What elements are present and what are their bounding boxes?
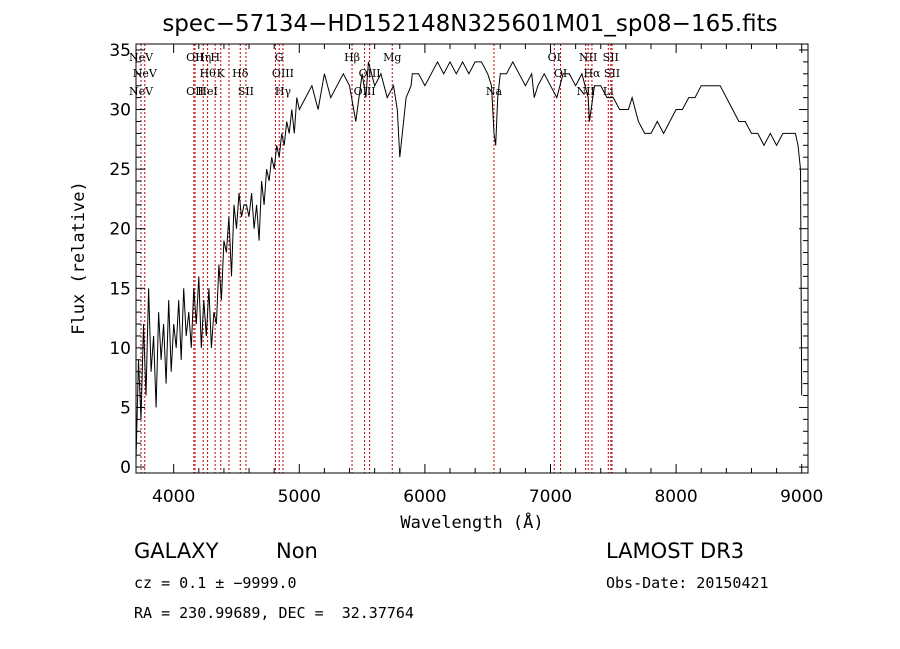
emission-line-label: OIII: [359, 67, 381, 80]
y-axis-label: Flux (relative): [69, 181, 89, 335]
emission-line-label: NII: [577, 85, 595, 98]
emission-line-label: OII: [186, 51, 204, 64]
coordinates: RA = 230.99689, DEC = 32.37764: [134, 604, 414, 622]
emission-line-label: NeV: [129, 85, 154, 98]
emission-line-label: NeV: [129, 51, 154, 64]
emission-line-label: Mg: [383, 51, 401, 64]
emission-line-label: SII: [238, 85, 254, 98]
y-tick-label: 15: [109, 279, 131, 299]
object-class: GALAXY: [134, 539, 219, 563]
emission-line-label: SII: [603, 51, 619, 64]
observation-date: Obs-Date: 20150421: [606, 574, 769, 592]
emission-line-label: Hη: [195, 51, 211, 64]
spectrum-series: [135, 60, 803, 462]
y-tick-label: 30: [109, 101, 131, 121]
emission-line-label: H: [210, 51, 220, 64]
emission-line-label: NeV: [133, 67, 158, 80]
redshift-info: cz = 0.1 ± −9999.0: [134, 574, 297, 592]
emission-line-label: Na: [486, 85, 503, 98]
y-tick-label: 35: [109, 41, 131, 61]
emission-line-label: G: [275, 51, 284, 64]
emission-line-markers: [140, 44, 613, 473]
survey-name: LAMOST DR3: [606, 539, 745, 563]
emission-line-label: SII: [604, 67, 620, 80]
x-tick-label: 8000: [654, 487, 697, 507]
emission-line-label: Li: [603, 85, 614, 98]
x-tick-label: 7000: [529, 487, 572, 507]
object-subclass: Non: [276, 539, 318, 563]
x-axis: 4000 5000 6000 7000 8000 9000: [152, 44, 823, 507]
emission-line-label: OI: [554, 67, 567, 80]
spectrum-chart: spec−57134−HD152148N325601M01_sp08−165.f…: [69, 11, 823, 533]
emission-line-label: NII: [579, 51, 597, 64]
y-tick-label: 20: [109, 220, 131, 240]
emission-line-label: OI: [548, 51, 561, 64]
y-tick-label: 10: [109, 339, 131, 359]
x-tick-label: 6000: [403, 487, 446, 507]
emission-line-label: K: [217, 67, 226, 80]
plot-frame: [135, 43, 809, 474]
chart-title: spec−57134−HD152148N325601M01_sp08−165.f…: [162, 11, 777, 37]
emission-line-label: Hγ: [275, 85, 292, 98]
emission-line-label: Hα: [583, 67, 601, 80]
y-tick-label: 5: [120, 398, 131, 418]
emission-line-label: OIII: [272, 67, 294, 80]
y-axis: 0 5 10 15 20 25 30 35: [109, 41, 808, 478]
y-tick-label: 25: [109, 160, 131, 180]
x-tick-label: 4000: [152, 487, 195, 507]
emission-line-label: HeI: [197, 85, 217, 98]
emission-line-label: Hδ: [232, 67, 249, 80]
emission-line-label: Hβ: [344, 51, 360, 64]
y-tick-label: 0: [120, 458, 131, 478]
emission-line-label: OII: [186, 85, 204, 98]
x-axis-label: Wavelength (Å): [400, 511, 543, 533]
emission-line-label: Hθ: [199, 67, 216, 80]
x-tick-label: 9000: [780, 487, 823, 507]
x-tick-label: 5000: [278, 487, 321, 507]
